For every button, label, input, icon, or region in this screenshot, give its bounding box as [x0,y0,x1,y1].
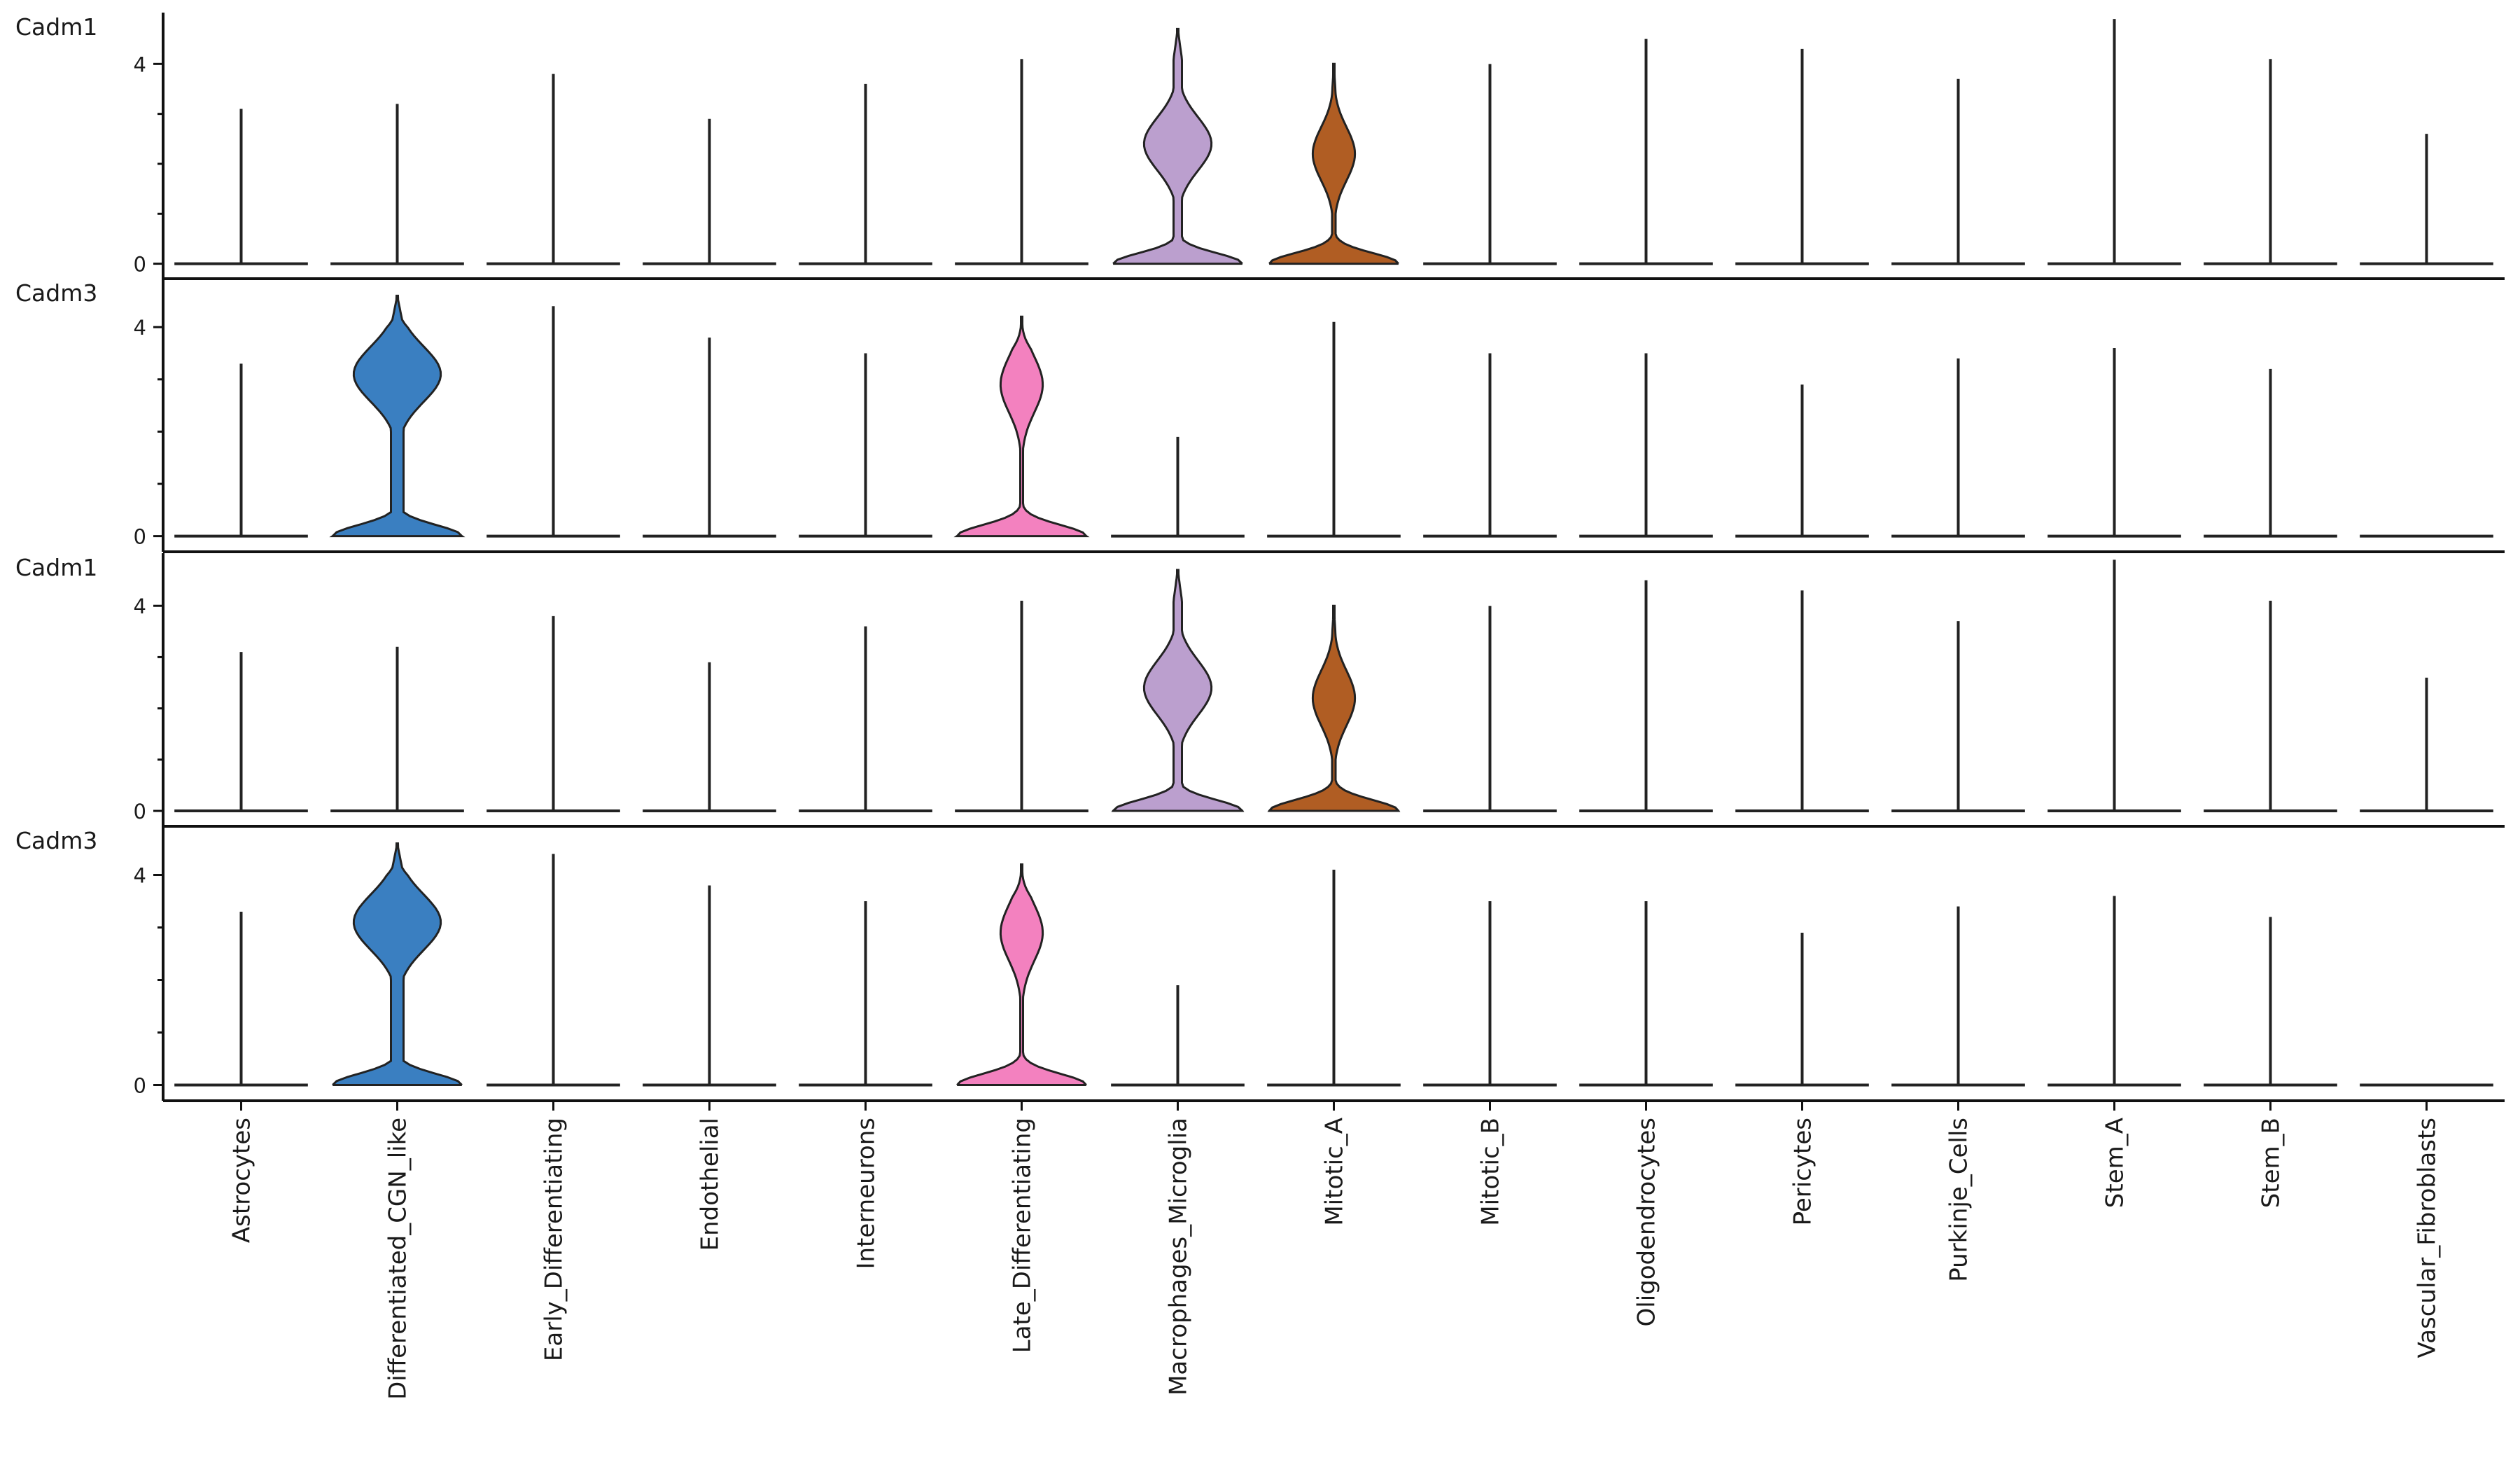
panel-gene-label: Cadm3 [15,279,97,307]
x-tick-label: Purkinje_Cells [1945,1118,1973,1282]
violin-Mitotic_A[interactable] [1267,604,1401,812]
x-tick-label: Stem_B [2258,1118,2286,1208]
x-tick-label: Oligodendrocytes [1633,1118,1661,1326]
y-tick-label: 0 [134,253,146,277]
x-tick-label: Late_Differentiating [1009,1118,1037,1353]
y-tick-label: 0 [134,525,146,549]
y-tick-label: 4 [134,864,146,888]
y-tick-label: 0 [134,1074,146,1098]
violin-Late_Differentiating[interactable] [956,863,1087,1086]
y-tick-label: 0 [134,800,146,823]
panel-gene-label: Cadm1 [15,13,97,41]
x-tick-label: Endothelial [696,1118,724,1251]
panel-gene-label: Cadm1 [15,554,97,581]
x-tick-label: Differentiated_CGN_like [384,1118,412,1400]
x-tick-label: Mitotic_A [1321,1118,1349,1226]
x-tick-label: Astrocytes [228,1118,256,1243]
x-tick-label: Early_Differentiating [540,1118,568,1361]
y-tick-label: 4 [134,595,146,618]
violin-Late_Differentiating[interactable] [953,315,1090,538]
violin-Differentiated_CGN_like[interactable] [332,842,463,1086]
x-tick-label: Stem_A [2101,1118,2129,1208]
y-tick-label: 4 [134,316,146,340]
x-tick-label: Pericytes [1789,1118,1817,1225]
x-tick-label: Interneurons [853,1118,881,1270]
panel-gene-label: Cadm3 [15,827,97,854]
violin-Differentiated_CGN_like[interactable] [329,294,465,538]
violin-Macrophages_Microglia[interactable] [1112,27,1243,265]
violin-Mitotic_A[interactable] [1268,62,1399,265]
x-tick-label: Macrophages_Microglia [1165,1118,1193,1396]
x-tick-label: Vascular_Fibroblasts [2414,1118,2442,1358]
violin-Macrophages_Microglia[interactable] [1111,569,1245,812]
y-tick-label: 4 [134,53,146,76]
x-tick-label: Mitotic_B [1477,1118,1505,1226]
